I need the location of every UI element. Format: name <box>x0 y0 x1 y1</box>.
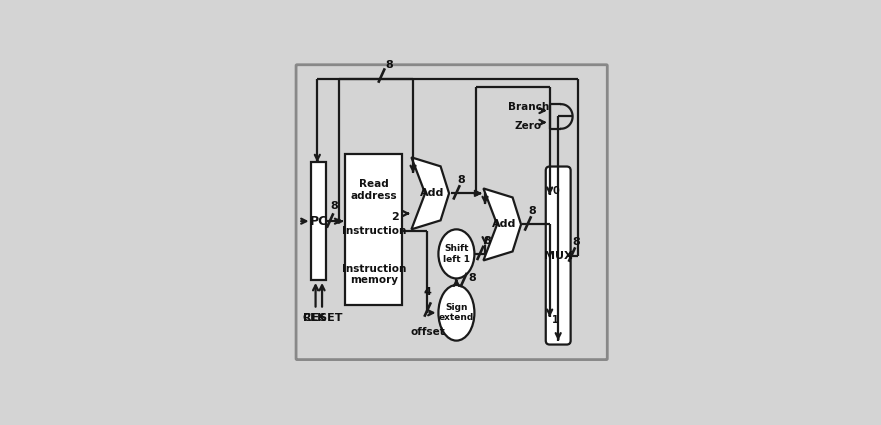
Bar <box>345 154 403 305</box>
Text: Add: Add <box>492 219 516 230</box>
Text: Sign
extend: Sign extend <box>439 303 474 323</box>
Text: 1: 1 <box>552 315 559 325</box>
Text: 8: 8 <box>330 201 338 212</box>
Text: 0: 0 <box>552 186 559 196</box>
FancyBboxPatch shape <box>296 65 607 360</box>
Text: MUX: MUX <box>544 250 573 261</box>
Circle shape <box>337 219 341 223</box>
FancyBboxPatch shape <box>545 167 571 345</box>
Text: Shift
left 1: Shift left 1 <box>443 244 470 264</box>
Text: Instruction: Instruction <box>342 226 406 236</box>
Ellipse shape <box>439 230 475 278</box>
Text: 8: 8 <box>573 237 581 247</box>
Text: Instruction
memory: Instruction memory <box>342 264 406 285</box>
Text: RESET: RESET <box>303 313 343 323</box>
Text: Branch: Branch <box>507 102 549 112</box>
Text: 2: 2 <box>391 212 399 222</box>
Text: Zero: Zero <box>515 121 542 130</box>
Bar <box>312 162 326 280</box>
Ellipse shape <box>439 285 475 340</box>
Circle shape <box>474 191 478 196</box>
Text: 8: 8 <box>469 273 476 283</box>
Text: 8: 8 <box>457 175 465 184</box>
Text: Add: Add <box>419 188 444 198</box>
Text: offset: offset <box>411 327 446 337</box>
Text: Read
address: Read address <box>351 179 397 201</box>
Polygon shape <box>411 157 449 230</box>
Text: PC: PC <box>310 215 328 228</box>
Text: CLK: CLK <box>303 313 326 323</box>
Text: 4: 4 <box>424 286 431 297</box>
Text: 8: 8 <box>484 236 492 246</box>
Text: 8: 8 <box>529 206 537 216</box>
Text: 8: 8 <box>386 60 394 70</box>
Polygon shape <box>484 188 521 261</box>
